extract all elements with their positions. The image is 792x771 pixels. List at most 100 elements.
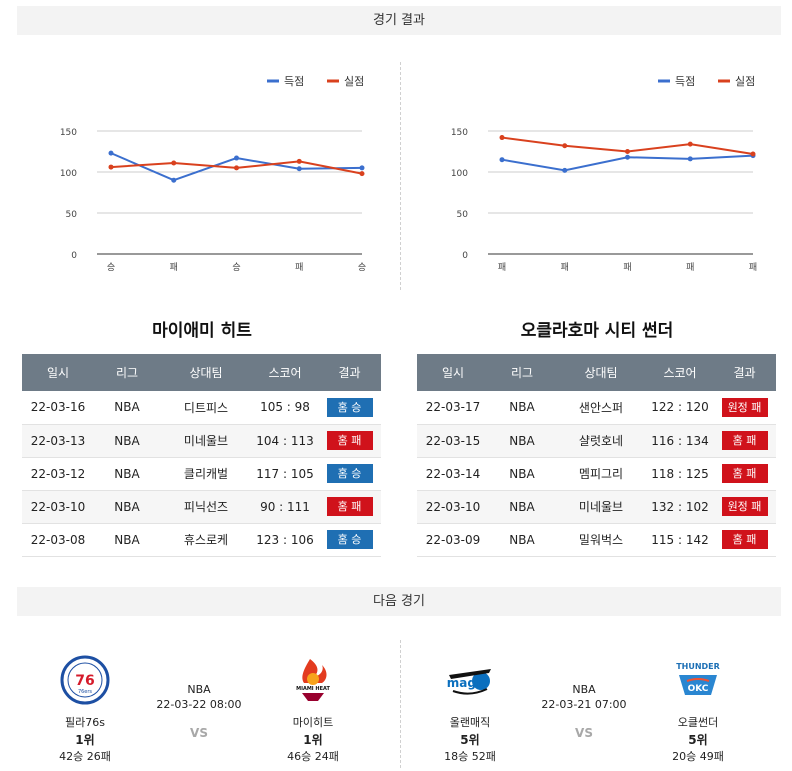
data-point [108,164,114,170]
home-team: magic 올랜매직 5위 18승 52패 [415,655,525,764]
row-date: 22-03-10 [22,490,94,524]
row-score: 104 : 113 [252,424,318,458]
y-tick-label: 100 [451,169,468,179]
x-tick-label: 패 [749,262,757,273]
match-info: NBA 22-03-22 08:00 VS [140,683,258,740]
chart-divider [400,62,401,290]
result-badge: 홈 패 [721,431,768,450]
magic-logo-icon: magic [447,669,491,695]
table-row: 22-03-08 NBA 휴스로케 123 : 106 홈 승 [22,523,381,557]
thunder-logo-icon: THUNDER OKC [676,662,720,695]
table-row: 22-03-13 NBA 미네울브 104 : 113 홈 패 [22,424,381,458]
away-team: THUNDER OKC 오클썬더 5위 20승 49패 [643,655,753,764]
data-point [499,135,505,141]
data-point [562,167,568,173]
result-badge: 홈 패 [721,530,768,549]
vs-label: VS [190,726,208,740]
row-score: 117 : 105 [252,457,318,491]
x-tick-label: 승 [232,262,240,273]
row-result: 원정 패 [713,490,776,524]
result-badge: 홈 승 [326,397,373,417]
row-result: 홈 승 [318,391,381,425]
data-point [171,160,177,166]
y-tick-label: 150 [60,128,77,138]
row-date: 22-03-14 [417,457,489,491]
data-point [750,151,756,157]
sixers-logo-icon: 76 76ers [60,655,110,705]
y-tick-label: 50 [66,210,78,220]
match-time: 22-03-22 08:00 [156,698,242,711]
row-date: 22-03-15 [417,424,489,458]
team-title-miami: 마이애미 히트 [152,321,252,341]
svg-text:76ers: 76ers [78,689,92,695]
legend-label: 실점 [735,75,755,88]
table-row: 22-03-09 NBA 밀워벅스 115 : 142 홈 패 [417,523,776,557]
data-point [296,158,302,164]
match-info: NBA 22-03-21 07:00 VS [525,683,643,740]
result-badge: 원정 패 [721,497,768,516]
away-team: MIAMI HEAT 마이히트 1위 46승 24패 [258,655,368,764]
home-team-name: 필라76s [65,716,105,729]
home-team-record: 18승 52패 [444,750,496,763]
match-time: 22-03-21 07:00 [541,698,627,711]
results-section-header: 경기 결과 [17,6,781,35]
header-result: 결과 [318,354,381,391]
svg-text:THUNDER: THUNDER [676,662,720,671]
y-tick-label: 0 [71,251,77,261]
header-opponent: 상대팀 [555,354,647,391]
table-row: 22-03-10 NBA 미네울브 132 : 102 원정 패 [417,490,776,524]
away-team-rank: 1위 [303,733,323,747]
data-point [625,149,630,154]
team-title-okc: 오클라호마 시티 썬더 [520,321,674,341]
heat-logo-icon: MIAMI HEAT [296,659,330,701]
data-point [234,165,239,171]
row-result: 홈 패 [713,523,776,557]
row-league: NBA [489,490,555,524]
header-opponent: 상대팀 [160,354,252,391]
data-point [108,150,114,156]
away-team-rank: 5위 [688,733,708,747]
y-tick-label: 0 [462,251,468,261]
x-tick-label: 승 [107,262,115,273]
next-game-card[interactable]: 76 76ers 필라76s 1위 42승 26패 NBA 22-03-22 0… [30,655,370,765]
row-date: 22-03-13 [22,424,94,458]
row-score: 116 : 134 [647,424,713,458]
row-league: NBA [94,424,160,458]
chart-left-recent-scores: 0 50 100 150 승 패 승 패 승 득점 실점 [60,75,366,273]
row-opponent: 클리캐벌 [160,457,252,491]
row-opponent: 미네울브 [160,424,252,458]
svg-text:76: 76 [75,673,94,689]
x-tick-label: 승 [358,262,366,273]
legend-label: 득점 [284,75,304,88]
row-result: 홈 승 [318,523,381,557]
header-date: 일시 [417,354,489,391]
table-row: 22-03-12 NBA 클리캐벌 117 : 105 홈 승 [22,457,381,491]
row-opponent: 밀워벅스 [555,523,647,557]
x-tick-label: 패 [170,262,178,273]
table-row: 22-03-16 NBA 디트피스 105 : 98 홈 승 [22,391,381,425]
data-point [499,157,505,163]
next-game-card[interactable]: magic 올랜매직 5위 18승 52패 NBA 22-03-21 07:00… [415,655,755,765]
away-team-record: 46승 24패 [287,750,339,763]
x-tick-label: 패 [295,262,303,273]
row-result: 홈 패 [318,490,381,524]
row-score: 122 : 120 [647,391,713,425]
away-team-name: 마이히트 [292,716,334,729]
x-tick-label: 패 [686,262,694,273]
row-opponent: 피닉선즈 [160,490,252,524]
row-result: 홈 승 [318,457,381,491]
row-league: NBA [94,457,160,491]
header-league: 리그 [94,354,160,391]
x-tick-label: 패 [623,262,631,273]
row-date: 22-03-17 [417,391,489,425]
row-league: NBA [489,457,555,491]
next-games-section-header: 다음 경기 [17,587,781,616]
data-point [296,166,302,172]
home-team: 76 76ers 필라76s 1위 42승 26패 [30,655,140,764]
result-badge: 원정 패 [721,397,768,417]
home-team-name: 올랜매직 [449,716,491,729]
row-date: 22-03-09 [417,523,489,557]
data-point [687,156,693,162]
row-date: 22-03-08 [22,523,94,557]
row-opponent: 디트피스 [160,391,252,425]
